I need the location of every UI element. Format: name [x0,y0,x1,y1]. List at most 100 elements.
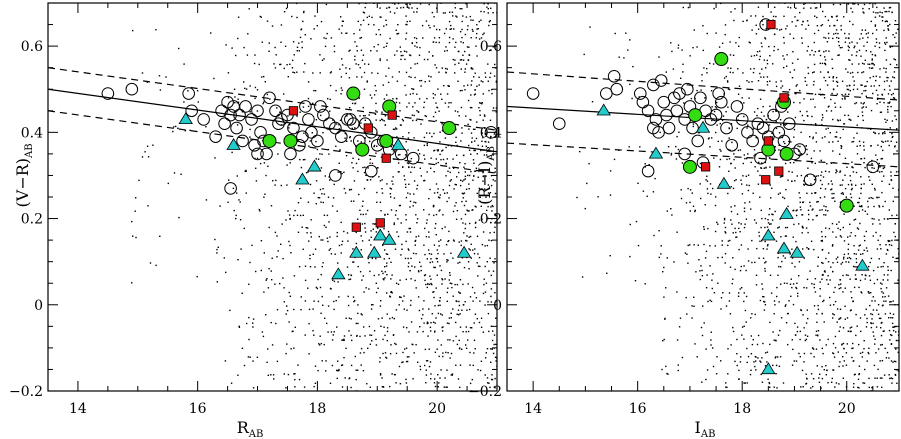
background-dot [687,262,689,264]
background-dot [878,162,880,165]
background-dot [822,262,824,264]
background-dot [826,279,828,281]
background-dot [880,322,882,324]
background-dot [487,382,489,384]
background-dot [285,219,287,221]
background-dot [831,67,834,70]
background-dot [871,159,873,162]
background-dot [275,54,277,56]
background-dot [454,72,456,74]
background-dot [832,3,835,6]
background-dot [672,68,675,70]
data-point [647,78,660,92]
background-dot [881,140,883,143]
background-dot [813,32,816,35]
background-dot [463,166,465,168]
background-dot [320,167,323,169]
background-dot [885,71,887,73]
background-dot [438,245,440,247]
background-dot [736,364,738,367]
background-dot [872,75,875,78]
data-point [730,100,744,113]
background-dot [795,286,797,289]
background-dot [435,41,437,44]
background-dot [322,201,324,204]
background-dot [438,210,440,212]
background-dot [325,37,327,40]
background-dot [307,171,309,173]
background-dot [866,41,868,43]
background-dot [468,174,471,177]
background-dot [704,97,706,99]
background-dot [792,37,795,40]
background-dot [717,256,719,259]
background-dot [748,81,750,83]
background-dot [392,150,395,152]
background-dot [370,308,373,310]
background-dot [433,149,436,151]
data-point [803,173,817,187]
background-dot [743,207,746,209]
background-dot [831,377,833,380]
background-dot [762,342,764,345]
background-dot [873,364,876,367]
background-dot [402,120,404,122]
background-dot [490,174,493,177]
background-dot [803,3,805,5]
background-dot [445,28,447,30]
background-dot [796,330,799,333]
background-dot [336,326,338,328]
background-dot [432,321,435,323]
background-dot [285,7,288,10]
background-dot [459,184,462,187]
data-point [754,151,767,165]
background-dot [889,23,891,26]
background-dot [382,272,384,275]
background-dot [349,136,351,138]
background-dot [764,37,766,39]
background-dot [758,161,760,164]
background-dot [357,265,359,268]
background-dot [639,146,641,148]
background-dot [399,279,401,281]
background-dot [819,179,822,182]
background-dot [464,33,467,36]
background-dot [390,145,393,148]
background-dot [308,353,310,355]
background-dot [294,378,296,381]
background-dot [805,227,808,229]
background-dot [301,41,303,43]
background-dot [878,258,880,260]
background-dot [474,170,477,172]
background-dot [342,20,344,22]
background-dot [495,111,497,113]
background-dot [887,28,889,30]
background-dot [860,33,862,35]
background-dot [874,189,876,191]
background-dot [780,80,782,82]
background-dot [351,162,353,164]
background-dot [732,71,734,74]
background-dot [415,41,418,44]
x-tick-label: 18 [733,401,751,417]
background-dot [474,140,476,142]
background-dot [326,32,328,35]
background-dot [360,313,362,315]
background-dot [493,334,496,336]
background-dot [448,167,451,169]
background-dot [873,64,875,66]
background-dot [441,98,443,100]
background-dot [802,314,804,316]
background-dot [394,248,397,250]
background-dot [298,266,301,268]
background-dot [337,360,339,362]
background-dot [441,314,443,316]
background-dot [495,300,497,302]
background-dot [363,351,365,354]
background-dot [459,364,462,366]
background-dot [410,157,413,160]
background-dot [329,110,331,112]
background-dot [747,260,750,262]
background-dot [894,36,896,39]
background-dot [707,300,709,303]
